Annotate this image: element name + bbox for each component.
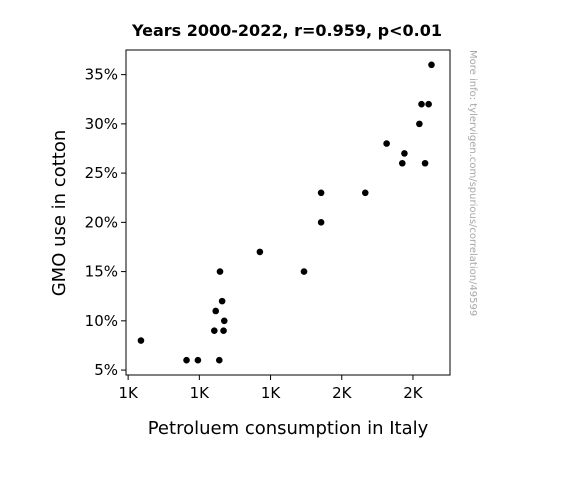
- scatter-point: [317, 189, 325, 197]
- scatter-point: [215, 356, 223, 364]
- axis-ticks: 1K 1K 1K 2K 2K 5% 10% 15% 20% 25% 30% 35%: [85, 66, 424, 402]
- scatter-point: [421, 159, 429, 167]
- y-tick-label: 5%: [94, 361, 118, 379]
- data-points: [137, 61, 435, 364]
- y-tick-label: 15%: [85, 263, 118, 281]
- watermark-text: More info: tylervigen.com/spurious/corre…: [467, 50, 478, 316]
- x-tick-label: 1K: [261, 384, 282, 402]
- scatter-point: [194, 356, 202, 364]
- scatter-point: [300, 268, 308, 275]
- y-tick-label: 30%: [85, 115, 118, 133]
- scatter-point: [210, 327, 218, 334]
- x-tick-label: 2K: [332, 384, 353, 402]
- x-tick-label: 1K: [190, 384, 211, 402]
- scatter-point: [212, 307, 220, 315]
- x-tick-label: 1K: [118, 384, 139, 402]
- plot-area: [125, 49, 451, 376]
- y-tick-label: 35%: [85, 66, 118, 84]
- scatter-point: [216, 268, 224, 275]
- scatter-point: [256, 248, 264, 256]
- y-axis-label: GMO use in cotton: [49, 130, 70, 297]
- scatter-point: [220, 327, 227, 334]
- x-axis-label: Petroluem consumption in Italy: [148, 418, 429, 439]
- scatter-point: [428, 61, 435, 69]
- chart-title: Years 2000-2022, r=0.959, p<0.01: [131, 21, 442, 40]
- y-tick-label: 25%: [85, 164, 118, 182]
- scatter-point: [383, 140, 390, 147]
- scatter-point: [398, 159, 406, 167]
- scatter-point: [218, 297, 226, 305]
- y-tick-label: 20%: [85, 213, 118, 231]
- scatter-point: [361, 189, 369, 197]
- scatter-point: [220, 317, 228, 325]
- scatter-point: [137, 337, 145, 344]
- y-tick-label: 10%: [85, 312, 118, 330]
- x-tick-label: 2K: [403, 384, 424, 402]
- scatter-point: [416, 120, 423, 128]
- scatter-point: [317, 219, 325, 226]
- scatter-point: [401, 150, 408, 157]
- scatter-point: [425, 100, 432, 108]
- scatter-point: [183, 356, 190, 364]
- scatter-point: [418, 100, 425, 108]
